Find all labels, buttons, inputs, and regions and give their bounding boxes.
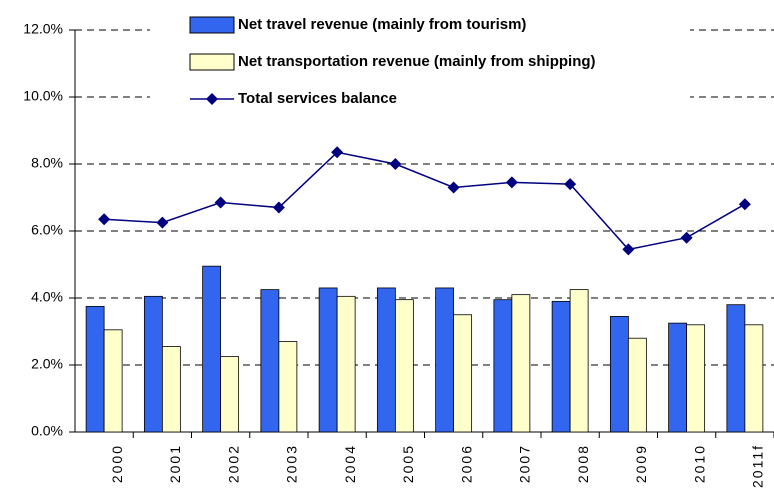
marker xyxy=(272,201,285,214)
legend-label: Net travel revenue (mainly from tourism) xyxy=(238,16,526,33)
x-tick-label: 2006 xyxy=(458,444,474,483)
legend-label: Net transportation revenue (mainly from … xyxy=(238,53,596,70)
x-tick-label: 2011f xyxy=(750,444,766,488)
bar xyxy=(143,295,163,433)
legend-label: Total services balance xyxy=(238,90,397,107)
marker xyxy=(680,231,693,244)
bar xyxy=(103,329,123,433)
bar xyxy=(435,287,455,433)
bar xyxy=(85,305,105,433)
marker xyxy=(505,176,518,189)
y-tick-label: 6.0% xyxy=(31,222,63,238)
x-tick-label: 2005 xyxy=(400,444,416,483)
y-tick-label: 2.0% xyxy=(31,356,63,372)
marker xyxy=(564,178,577,191)
marker xyxy=(389,158,402,170)
marker xyxy=(156,216,169,229)
bar xyxy=(627,337,647,433)
bar xyxy=(161,346,181,433)
bar xyxy=(726,304,746,433)
bar xyxy=(686,324,706,433)
bar xyxy=(318,287,338,433)
y-tick-label: 4.0% xyxy=(31,289,63,305)
bar xyxy=(453,314,473,433)
x-tick-label: 2002 xyxy=(225,444,241,483)
x-tick-label: 2010 xyxy=(691,444,707,483)
y-tick-label: 10.0% xyxy=(23,88,63,104)
bar xyxy=(376,287,396,433)
bar xyxy=(551,300,571,433)
bar xyxy=(744,324,764,433)
bar xyxy=(278,341,298,433)
bar xyxy=(609,316,629,433)
x-tick-label: 2007 xyxy=(517,444,533,483)
x-tick-label: 2009 xyxy=(633,444,649,483)
bar xyxy=(668,322,688,433)
y-tick-label: 0.0% xyxy=(31,423,63,439)
legend-background xyxy=(150,10,690,130)
marker xyxy=(738,198,751,211)
bar xyxy=(260,289,280,433)
x-tick-label: 2000 xyxy=(109,444,125,483)
bar xyxy=(220,356,240,433)
line xyxy=(104,151,746,251)
x-tick-label: 2004 xyxy=(342,444,358,483)
x-tick-label: 2001 xyxy=(167,444,183,483)
marker xyxy=(447,181,460,194)
marker xyxy=(622,243,635,256)
y-tick-label: 12.0% xyxy=(23,21,63,37)
x-tick-label: 2008 xyxy=(575,444,591,483)
bar xyxy=(569,289,589,433)
x-tick-label: 2003 xyxy=(284,444,300,483)
marker xyxy=(214,196,227,209)
bar xyxy=(511,294,531,433)
marker xyxy=(98,213,111,226)
bar xyxy=(336,295,356,433)
y-tick-label: 8.0% xyxy=(31,155,63,171)
bar xyxy=(493,299,513,433)
legend-swatch xyxy=(189,53,235,71)
legend-marker xyxy=(206,93,218,105)
bar xyxy=(394,299,414,433)
legend-swatch xyxy=(189,16,235,34)
bar xyxy=(202,265,222,433)
marker xyxy=(331,146,344,159)
